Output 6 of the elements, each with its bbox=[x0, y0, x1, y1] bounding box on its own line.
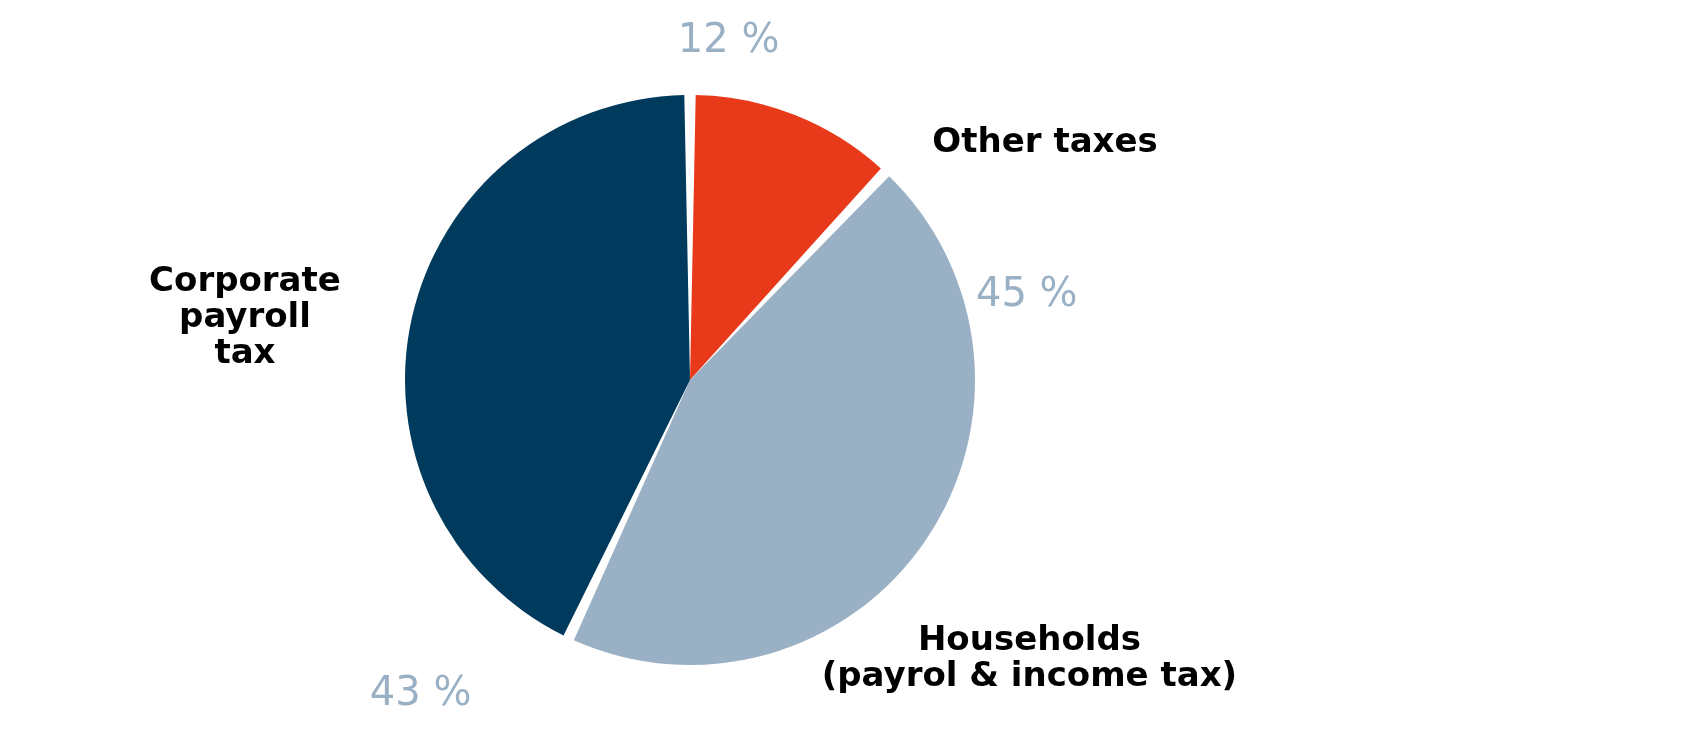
data-label: 43 % bbox=[369, 668, 472, 715]
slice-label: Households (payrol & income tax) bbox=[821, 617, 1238, 694]
data-label: 12 % bbox=[677, 15, 780, 62]
slice-label: Other taxes bbox=[932, 119, 1158, 160]
slice-label: Corporate payroll tax bbox=[149, 258, 341, 371]
data-label: 45 % bbox=[975, 268, 1078, 315]
